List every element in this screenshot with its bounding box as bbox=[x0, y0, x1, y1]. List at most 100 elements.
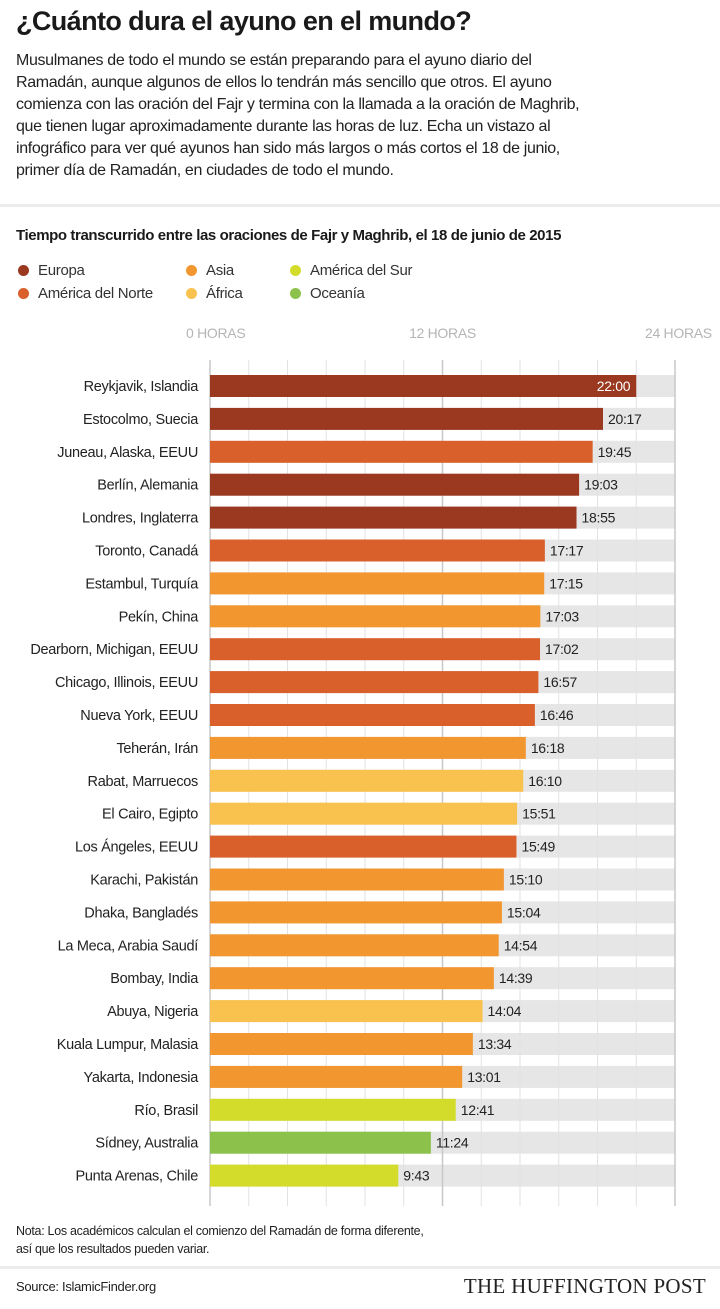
category-label: Río, Brasil bbox=[134, 1103, 198, 1119]
bar bbox=[210, 375, 637, 397]
note: Nota: Los académicos calculan el comienz… bbox=[16, 1222, 424, 1258]
legend-label: Europa bbox=[38, 262, 85, 279]
data-label: 12:41 bbox=[461, 1102, 495, 1118]
bar bbox=[210, 605, 541, 628]
data-label: 16:57 bbox=[543, 674, 577, 690]
legend-dot-icon bbox=[186, 288, 197, 299]
category-label: Estocolmo, Suecia bbox=[83, 412, 199, 428]
bar bbox=[210, 407, 603, 430]
intro-line: que tienen lugar aproximadamente durante… bbox=[16, 118, 551, 135]
legend-item: Asia bbox=[186, 262, 234, 279]
data-label: 19:45 bbox=[598, 444, 632, 460]
x-tick-label: 12 HORAS bbox=[409, 325, 476, 341]
legend-label: Oceanía bbox=[310, 285, 365, 302]
bar bbox=[210, 1000, 483, 1023]
data-label: 16:18 bbox=[531, 740, 565, 756]
category-label: Toronto, Canadá bbox=[95, 544, 199, 560]
category-label: Abuya, Nigeria bbox=[107, 1004, 199, 1020]
category-label: La Meca, Arabia Saudí bbox=[58, 938, 199, 954]
data-label: 15:51 bbox=[522, 806, 556, 822]
category-label: Chicago, Illinois, EEUU bbox=[55, 675, 198, 691]
legend-item: Oceanía bbox=[290, 285, 365, 302]
legend-label: América del Norte bbox=[38, 285, 153, 302]
chart-title: Tiempo transcurrido entre las oraciones … bbox=[16, 227, 562, 244]
data-label: 13:34 bbox=[478, 1036, 512, 1052]
divider bbox=[0, 1266, 720, 1269]
data-label: 16:10 bbox=[528, 773, 562, 789]
data-label: 17:03 bbox=[545, 608, 579, 624]
legend-item: Europa bbox=[18, 262, 85, 279]
bar bbox=[210, 473, 580, 496]
bar bbox=[210, 934, 499, 957]
legend-label: África bbox=[206, 285, 243, 302]
data-label: 14:04 bbox=[488, 1003, 522, 1019]
category-label: Bombay, India bbox=[110, 971, 199, 987]
data-label: 14:39 bbox=[499, 970, 533, 986]
category-label: Dhaka, Bangladés bbox=[84, 905, 198, 921]
legend-item: América del Norte bbox=[18, 285, 153, 302]
category-label: Sídney, Australia bbox=[95, 1136, 199, 1152]
intro-line: Ramadán, aunque algunos de ellos lo tend… bbox=[16, 74, 552, 91]
legend-item: África bbox=[186, 285, 243, 302]
data-label: 16:46 bbox=[540, 707, 574, 723]
category-label: Karachi, Pakistán bbox=[90, 873, 198, 889]
data-label: 11:24 bbox=[436, 1135, 469, 1151]
category-label: Dearborn, Michigan, EEUU bbox=[30, 642, 198, 658]
note-line: así que los resultados pueden variar. bbox=[16, 1242, 210, 1256]
bar bbox=[210, 1131, 431, 1154]
category-label: Londres, Inglaterra bbox=[82, 511, 199, 527]
legend-dot-icon bbox=[290, 288, 301, 299]
category-label: Reykjavik, Islandia bbox=[84, 379, 200, 395]
legend-dot-icon bbox=[290, 265, 301, 276]
intro-line: primer día de Ramadán, en ciudades de to… bbox=[16, 162, 394, 179]
data-label: 20:17 bbox=[608, 411, 642, 427]
data-label: 15:10 bbox=[509, 872, 543, 888]
legend-dot-icon bbox=[18, 288, 29, 299]
data-label: 15:04 bbox=[507, 904, 541, 920]
category-label: Yakarta, Indonesia bbox=[84, 1070, 200, 1086]
divider bbox=[0, 204, 720, 207]
bar bbox=[210, 638, 541, 661]
bar bbox=[210, 802, 518, 825]
intro-line: Musulmanes de todo el mundo se están pre… bbox=[16, 52, 532, 69]
bar bbox=[210, 1098, 456, 1121]
legend-dot-icon bbox=[18, 265, 29, 276]
bar bbox=[210, 1164, 399, 1187]
data-label: 18:55 bbox=[582, 510, 616, 526]
data-label: 17:15 bbox=[549, 575, 583, 591]
category-label: Estambul, Turquía bbox=[85, 576, 199, 592]
bar bbox=[210, 671, 539, 694]
category-label: Juneau, Alaska, EEUU bbox=[57, 445, 198, 461]
bar bbox=[210, 901, 502, 924]
category-label: Berlín, Alemania bbox=[97, 478, 199, 494]
source: Source: IslamicFinder.org bbox=[16, 1279, 156, 1294]
intro-text: Musulmanes de todo el mundo se están pre… bbox=[16, 50, 580, 182]
data-label: 17:02 bbox=[545, 641, 579, 657]
bar bbox=[210, 769, 524, 792]
bar bbox=[210, 440, 593, 463]
category-label: Kuala Lumpur, Malasia bbox=[57, 1037, 199, 1053]
category-label: Punta Arenas, Chile bbox=[76, 1169, 199, 1185]
category-label: Teherán, Irán bbox=[116, 741, 198, 757]
intro-line: infográfico para ver qué ayunos han sido… bbox=[16, 140, 560, 157]
page-title: ¿Cuánto dura el ayuno en el mundo? bbox=[16, 6, 472, 36]
data-label: 9:43 bbox=[403, 1168, 430, 1184]
legend-label: América del Sur bbox=[310, 262, 413, 279]
category-label: Rabat, Marruecos bbox=[88, 774, 198, 790]
legend-dot-icon bbox=[186, 265, 197, 276]
bar bbox=[210, 1065, 463, 1088]
bar bbox=[210, 539, 545, 562]
x-tick-label: 0 HORAS bbox=[186, 325, 245, 341]
bar bbox=[210, 868, 504, 891]
category-label: El Cairo, Egipto bbox=[102, 807, 198, 823]
data-label: 17:17 bbox=[550, 543, 584, 559]
data-label: 14:54 bbox=[504, 937, 538, 953]
brand-logo: THE HUFFINGTON POST bbox=[463, 1274, 706, 1298]
category-label: Los Ángeles, EEUU bbox=[75, 839, 198, 856]
legend-item: América del Sur bbox=[290, 262, 413, 279]
note-line: Nota: Los académicos calculan el comienz… bbox=[16, 1224, 424, 1238]
intro-line: comienza con las oración del Fajr y term… bbox=[16, 96, 580, 113]
category-label: Pekín, China bbox=[119, 609, 200, 625]
category-label: Nueva York, EEUU bbox=[80, 708, 198, 724]
data-label: 15:49 bbox=[521, 839, 555, 855]
